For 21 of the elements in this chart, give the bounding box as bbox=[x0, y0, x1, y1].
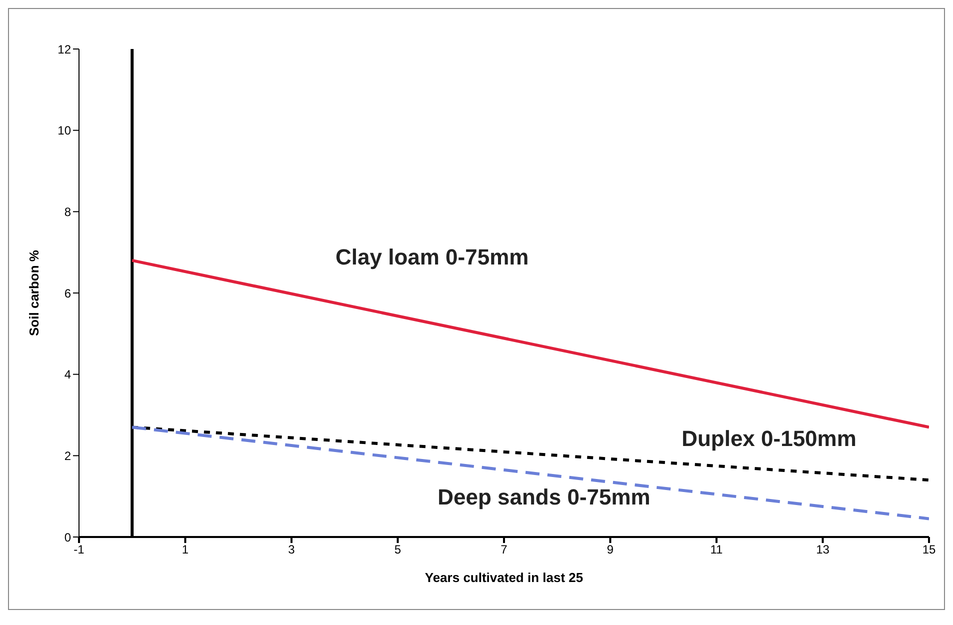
y-tick-label: 6 bbox=[64, 286, 72, 300]
x-tick-label: 5 bbox=[394, 542, 402, 557]
y-tick-label: 0 bbox=[64, 530, 72, 544]
y-tick-label: 2 bbox=[64, 448, 72, 463]
y-tick-label: 12 bbox=[58, 42, 72, 56]
x-tick-label: -1 bbox=[74, 542, 85, 557]
y-tick-label: 8 bbox=[64, 204, 72, 219]
x-tick-label: 3 bbox=[288, 542, 296, 557]
x-tick-label: 1 bbox=[182, 542, 189, 557]
y-axis-title: Soil carbon % bbox=[26, 250, 42, 336]
series-label: Clay loam 0-75mm bbox=[336, 244, 529, 270]
y-tick-label: 10 bbox=[58, 124, 72, 138]
series-label: Deep sands 0-75mm bbox=[438, 484, 650, 510]
x-tick-label: 9 bbox=[606, 542, 614, 557]
x-tick-label: 15 bbox=[922, 542, 936, 557]
x-tick-label: 13 bbox=[816, 542, 830, 557]
x-tick-label: 11 bbox=[710, 542, 724, 557]
y-tick-label: 4 bbox=[64, 368, 72, 382]
x-tick-label: 7 bbox=[500, 542, 508, 557]
x-axis-title: Years cultivated in last 25 bbox=[424, 570, 584, 585]
series-label: Duplex 0-150mm bbox=[682, 426, 856, 451]
